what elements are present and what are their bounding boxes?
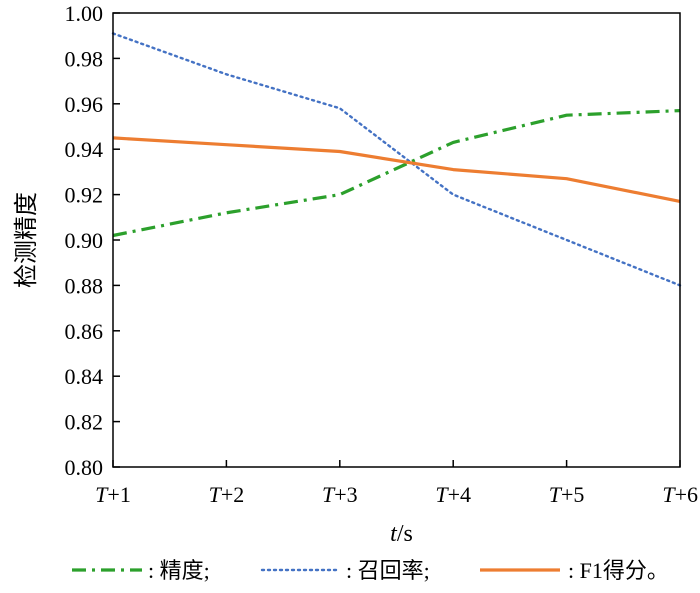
- legend-label-2: : 召回率;: [346, 558, 430, 583]
- x-axis-title-italic: t: [390, 521, 398, 547]
- series-line-3: [112, 136, 681, 203]
- x-tick-label-var: T: [549, 482, 563, 507]
- x-tick-label-var: T: [95, 482, 109, 507]
- plot-frame: [112, 12, 681, 468]
- y-tick-label: 0.92: [65, 183, 104, 208]
- x-tick-label-offset: +5: [561, 482, 584, 507]
- x-tick-label-var: T: [662, 482, 676, 507]
- x-tick-label: T+4: [435, 482, 471, 507]
- x-tick-label-var: T: [322, 482, 336, 507]
- x-tick-label-offset: +6: [675, 482, 698, 507]
- legend-label-3: : F1得分。: [568, 558, 669, 583]
- series-layer: [111, 32, 682, 287]
- series-line-2: [111, 32, 682, 287]
- y-tick-label: 0.80: [65, 455, 104, 480]
- y-axis: 0.80 0.82 0.84 0.86 0.88 0.90 0.92 0.94 0.96 0.98…: [65, 1, 120, 480]
- x-tick-label: T+3: [322, 482, 358, 507]
- y-tick-label: 0.88: [65, 273, 104, 298]
- x-tick-label: T+1: [95, 482, 131, 507]
- x-tick-label-var: T: [435, 482, 449, 507]
- y-tick-label: 0.82: [65, 410, 104, 435]
- x-tick-label: T+5: [549, 482, 585, 507]
- y-tick-label: 0.96: [65, 92, 104, 117]
- y-tick-label: 1.00: [65, 1, 104, 26]
- series-line-1: [112, 109, 681, 238]
- x-tick-label: T+6: [662, 482, 698, 507]
- y-tick-label: 0.94: [65, 137, 104, 162]
- x-tick-label-offset: +1: [107, 482, 130, 507]
- x-tick-label: T+2: [209, 482, 245, 507]
- x-tick-label-offset: +2: [221, 482, 244, 507]
- x-axis: T+1 T+2 T+3 T+4 T+5 T+6: [95, 460, 698, 507]
- y-tick-label: 0.98: [65, 46, 104, 71]
- x-tick-label-offset: +4: [448, 482, 471, 507]
- x-axis-title: t/s: [390, 521, 413, 547]
- legend-label-1: : 精度;: [148, 558, 210, 583]
- x-tick-label-offset: +3: [334, 482, 357, 507]
- legend: : 精度; : 召回率; : F1得分。: [72, 558, 669, 583]
- y-axis-title: 检测精度: [13, 192, 40, 288]
- y-tick-label: 0.90: [65, 228, 104, 253]
- x-axis-title-unit: /s: [397, 521, 413, 547]
- y-tick-label: 0.84: [65, 364, 104, 389]
- y-tick-label: 0.86: [65, 319, 104, 344]
- x-tick-label-var: T: [209, 482, 223, 507]
